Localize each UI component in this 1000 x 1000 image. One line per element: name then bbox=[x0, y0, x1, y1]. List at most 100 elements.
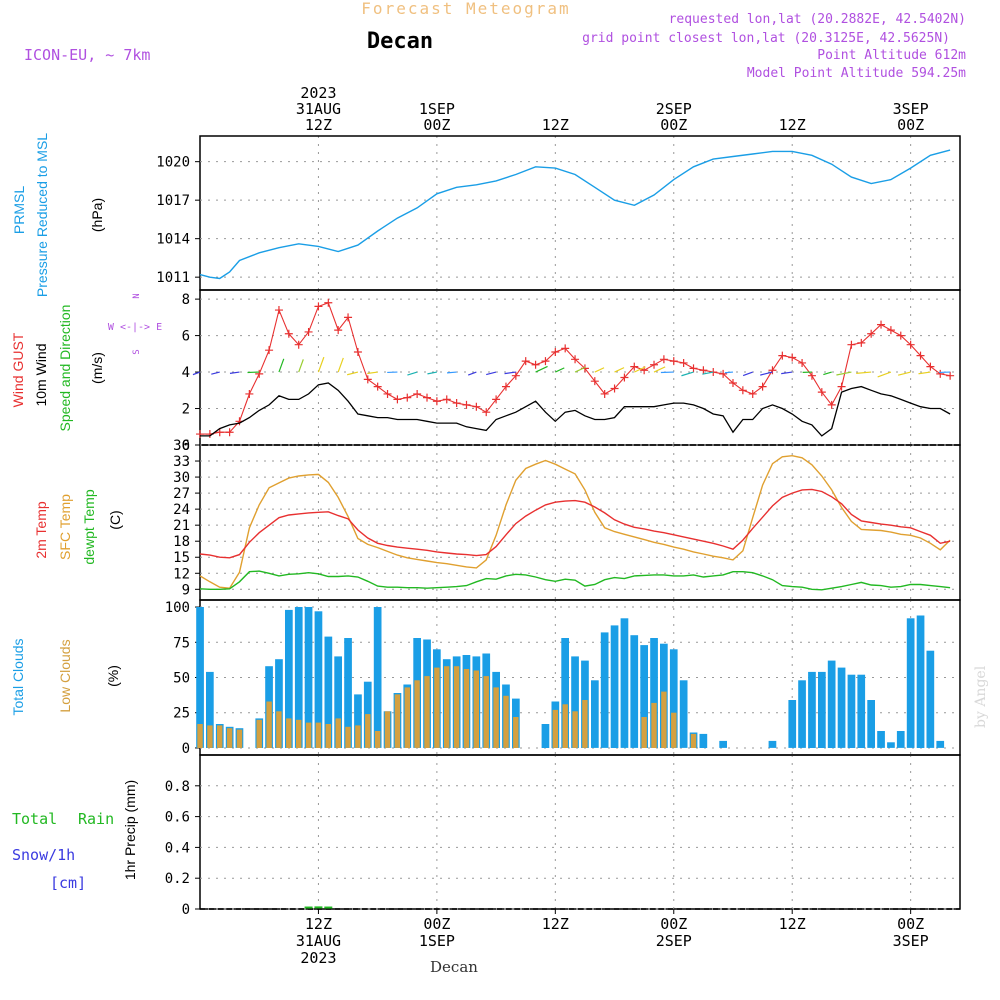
low-clouds-bar bbox=[365, 714, 371, 748]
low-clouds-bar bbox=[463, 669, 470, 748]
gust-point bbox=[571, 355, 580, 364]
wind-direction-arrow bbox=[486, 371, 497, 376]
compass-north: N bbox=[132, 293, 142, 298]
y-tick-label: 30 bbox=[173, 470, 190, 486]
total-clouds-bar bbox=[285, 609, 293, 748]
wind-direction-arrow bbox=[594, 367, 605, 373]
time-label-top-line: 3SEP bbox=[893, 100, 929, 118]
y-tick-label: 50 bbox=[173, 671, 190, 687]
y-tick-label: 0.4 bbox=[165, 840, 190, 856]
gust-point bbox=[225, 428, 234, 437]
total-clouds-bar bbox=[275, 659, 283, 748]
total-clouds-bar bbox=[887, 742, 895, 748]
sfc-temp-line bbox=[199, 454, 951, 589]
total-clouds-bar bbox=[936, 740, 945, 748]
gust-point bbox=[926, 362, 935, 371]
time-label-top: 3SEP 00Z bbox=[893, 100, 929, 134]
gust-point bbox=[600, 389, 609, 398]
gust-point bbox=[807, 371, 816, 380]
gust-point bbox=[669, 357, 678, 366]
wind-direction-arrow bbox=[347, 371, 359, 376]
total-clouds-bar bbox=[324, 636, 333, 748]
time-label-top-line: 12Z bbox=[305, 116, 332, 134]
total-clouds-bar bbox=[600, 632, 609, 748]
gust-point bbox=[442, 395, 451, 404]
gust-point bbox=[196, 430, 204, 439]
pressure-legend-msl: Pressure Reduced to MSL bbox=[34, 133, 50, 297]
total-clouds-bar bbox=[916, 615, 925, 748]
total-clouds-bar bbox=[837, 667, 846, 748]
precip-legend: Total Rain Snow/1h [cm] 1hr Precip (mm) bbox=[12, 780, 138, 892]
wind-direction-arrow bbox=[278, 358, 285, 373]
low-clouds-bar bbox=[671, 712, 677, 748]
time-label-bottom: 12Z 31AUG 2023 bbox=[296, 915, 341, 967]
wind-direction-arrow bbox=[653, 366, 666, 373]
total-clouds-bar bbox=[877, 731, 885, 748]
time-label-bottom: 12Z bbox=[779, 915, 806, 933]
temp-legend-2m: 2m Temp bbox=[33, 501, 49, 559]
gust-point bbox=[255, 369, 264, 378]
y-tick-label: 25 bbox=[173, 706, 190, 722]
wind-direction-arrow bbox=[634, 366, 646, 373]
gust-point bbox=[353, 348, 362, 356]
time-label-top-line: 00Z bbox=[423, 116, 450, 134]
time-label-bottom: 12Z bbox=[542, 915, 569, 933]
precip-bar bbox=[314, 906, 323, 909]
wind-direction-arrow bbox=[897, 371, 911, 376]
wind-direction-arrow bbox=[681, 371, 694, 377]
gust-point bbox=[334, 326, 343, 335]
wind-direction-arrow bbox=[504, 371, 516, 375]
time-label-bottom-line: 12Z bbox=[305, 915, 332, 933]
gust-point bbox=[492, 395, 501, 404]
time-label-bottom-line: 2023 bbox=[300, 949, 336, 967]
y-tick-label: 1011 bbox=[156, 270, 190, 286]
time-label-bottom: 00Z 2SEP bbox=[656, 915, 692, 950]
gust-point bbox=[482, 408, 491, 417]
time-label-bottom-line: 12Z bbox=[542, 915, 569, 933]
time-label-bottom-line: 1SEP bbox=[419, 932, 455, 950]
y-tick-label: 24 bbox=[173, 502, 190, 518]
y-tick-label: 2 bbox=[182, 402, 190, 418]
y-tick-label: 1020 bbox=[156, 155, 190, 171]
gust-point bbox=[432, 397, 441, 406]
time-label-bottom-line: 00Z bbox=[423, 915, 450, 933]
wind-direction-arrow bbox=[781, 371, 793, 375]
time-label-top: 2023 31AUG 12Z bbox=[296, 84, 341, 134]
total-clouds-bar bbox=[304, 607, 313, 748]
point-altitude: Point Altitude 612m bbox=[817, 48, 966, 63]
wind-legend: Wind GUST 10m Wind Speed and Direction (… bbox=[10, 293, 162, 431]
low-clouds-bar bbox=[562, 704, 568, 748]
gust-point bbox=[541, 357, 550, 366]
total-clouds-bar bbox=[719, 740, 727, 748]
gust-point bbox=[768, 366, 777, 375]
y-tick-label: 33 bbox=[173, 454, 190, 470]
location-title: Decan bbox=[367, 29, 433, 54]
gust-point bbox=[817, 388, 826, 397]
y-tick-label: 0.2 bbox=[165, 871, 190, 887]
y-tick-label: 0 bbox=[182, 902, 190, 918]
low-clouds-bar bbox=[444, 666, 450, 748]
low-clouds-bar bbox=[473, 670, 479, 748]
gust-point bbox=[857, 338, 866, 347]
requested-coords: requested lon,lat (20.2882E, 42.5402N) bbox=[669, 12, 966, 27]
gust-point bbox=[373, 382, 382, 391]
time-label-top-line: 31AUG bbox=[296, 100, 341, 118]
panel-frame-2 bbox=[199, 444, 961, 601]
gust-point bbox=[916, 351, 925, 360]
low-clouds-bar bbox=[355, 725, 361, 748]
low-clouds-bar bbox=[493, 687, 499, 748]
y-tick-label: 0 bbox=[182, 741, 190, 757]
gust-point bbox=[403, 393, 412, 402]
y-tick-label: 6 bbox=[182, 329, 190, 345]
total-clouds-bar bbox=[679, 680, 688, 748]
clouds-legend-total: Total Clouds bbox=[10, 638, 26, 715]
wind-direction-arrow bbox=[702, 371, 714, 375]
total-clouds-bar bbox=[294, 607, 303, 748]
gust-point bbox=[936, 369, 945, 378]
meteogram-title: Forecast Meteogram bbox=[361, 0, 570, 18]
time-label-bottom-line: 31AUG bbox=[296, 932, 341, 950]
time-label-top-line: 00Z bbox=[660, 116, 687, 134]
low-clouds-bar bbox=[424, 676, 430, 748]
precip-legend-total: Total bbox=[12, 810, 57, 828]
time-label-bottom-line: 00Z bbox=[897, 915, 924, 933]
